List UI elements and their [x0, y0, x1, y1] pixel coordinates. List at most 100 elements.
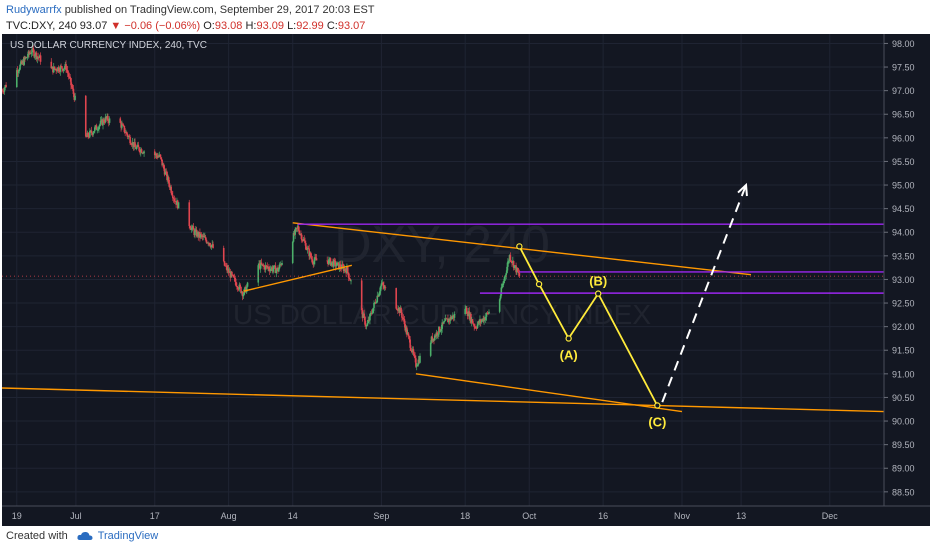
candle-body [69, 76, 71, 79]
candle-body [51, 66, 53, 69]
candle-body [87, 132, 90, 137]
candle-body [346, 266, 349, 273]
candle-body [258, 263, 260, 266]
candle-body [225, 265, 227, 267]
footer: Created with TradingView [6, 530, 158, 542]
candle-body [230, 272, 232, 278]
candle-body [133, 142, 136, 148]
candle-body [516, 267, 519, 272]
trendline [2, 387, 885, 413]
candle-body [383, 287, 386, 289]
candle-body [367, 319, 370, 324]
candle-body [434, 335, 437, 337]
candle-body [17, 71, 20, 73]
candle-body [139, 149, 142, 153]
candle-body [510, 260, 512, 262]
candle-body [239, 284, 241, 287]
candle-body [275, 269, 278, 274]
candle-body [435, 332, 438, 337]
candle-body [16, 70, 19, 73]
candle-body [174, 201, 177, 202]
candle-body [121, 124, 123, 128]
candle-body [332, 260, 335, 267]
candle-body [245, 286, 248, 293]
price-change: −0.06 (−0.06%) [124, 20, 201, 32]
candle-body [515, 265, 517, 273]
candle-body [344, 268, 347, 271]
candle-body [307, 247, 310, 249]
candle-body [153, 151, 156, 156]
candle-body [347, 272, 350, 278]
candle-body [244, 286, 246, 290]
candle-body [157, 156, 159, 158]
candle-body [2, 91, 5, 93]
wave-label: (C) [648, 414, 666, 429]
candle-body [467, 311, 470, 317]
candle-body [443, 320, 446, 322]
author-link[interactable]: Rudywarrfx [6, 4, 62, 16]
low-value: 92.99 [296, 20, 324, 32]
candle-body [234, 278, 237, 283]
candle-body [67, 73, 70, 77]
candle-body [429, 342, 432, 356]
candle-body [502, 281, 505, 284]
candle-body [72, 88, 75, 95]
open-label: O: [203, 20, 215, 32]
candle-body [4, 84, 7, 88]
candle-body [228, 271, 231, 273]
candle-body [139, 150, 141, 153]
candle-body [229, 271, 232, 278]
candle-body [172, 198, 175, 200]
candle-body [370, 312, 373, 314]
candle-body [415, 366, 418, 367]
candle-body [20, 61, 22, 65]
candle-body [277, 268, 280, 272]
candle-body [85, 136, 88, 138]
candle-body [300, 234, 302, 235]
candle-body [271, 267, 273, 272]
candle-body [437, 334, 439, 336]
candle-body [257, 265, 260, 283]
candle-body [384, 287, 387, 289]
candle-body [272, 269, 274, 272]
candle-body [383, 285, 385, 288]
candle-body [362, 313, 365, 318]
candle-body [304, 241, 306, 244]
candle-body [305, 243, 307, 250]
candle-body [479, 319, 482, 323]
candle-body [482, 318, 485, 322]
candle-body [162, 164, 165, 169]
created-with-text: Created with [6, 530, 68, 542]
candle-body [373, 302, 375, 308]
candle-body [402, 318, 405, 320]
candle-body [201, 235, 204, 238]
candle-body [432, 338, 434, 342]
candle-body [156, 155, 159, 158]
y-tick-label: 94.00 [892, 228, 915, 238]
candle-body [212, 244, 214, 248]
wave-point [565, 335, 572, 342]
candle-body [120, 122, 122, 128]
candle-body [512, 261, 515, 268]
candle-body [280, 264, 283, 266]
candle-body [488, 311, 490, 314]
candle-body [246, 282, 249, 287]
candle-body [261, 264, 264, 266]
candle-body [306, 247, 309, 250]
candle-body [66, 69, 69, 74]
candle-body [430, 336, 433, 343]
candle-body [124, 132, 126, 133]
candle-body [231, 274, 234, 276]
tradingview-link[interactable]: TradingView [97, 530, 159, 542]
candle-body [38, 57, 40, 58]
x-tick-label: Nov [674, 511, 691, 521]
candle-body [381, 282, 384, 284]
candle-body [509, 255, 512, 261]
candle-body [273, 265, 275, 270]
candle-body [465, 307, 467, 309]
x-tick-label: Sep [373, 511, 389, 521]
candle-body [369, 314, 371, 321]
candle-body [172, 195, 174, 199]
candle-body [410, 350, 413, 353]
